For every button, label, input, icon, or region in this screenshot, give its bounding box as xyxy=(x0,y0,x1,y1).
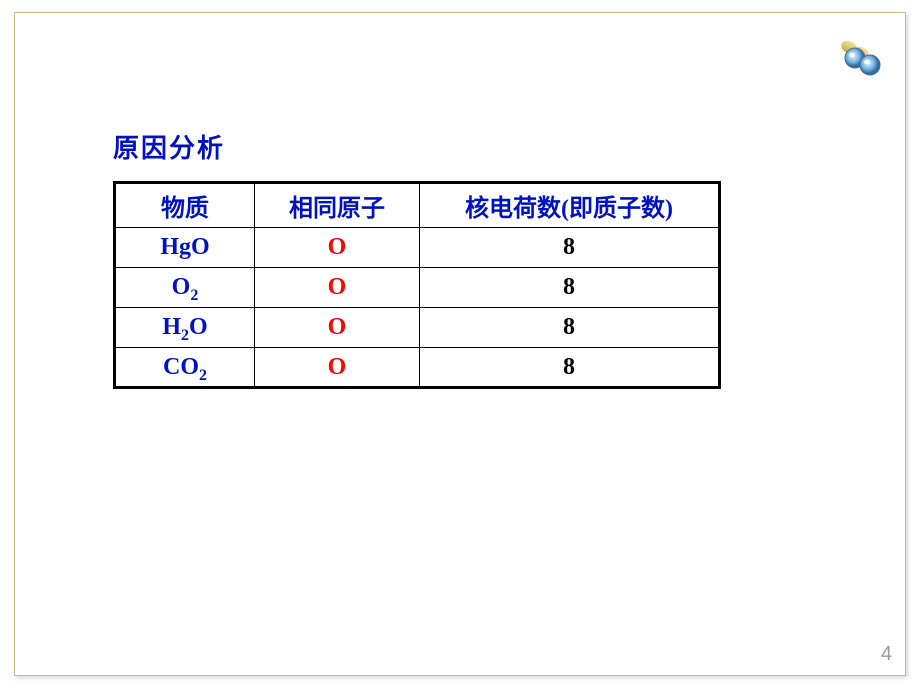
cell-charge: 8 xyxy=(420,348,720,388)
cell-atom: O xyxy=(255,228,420,268)
cell-atom: O xyxy=(255,308,420,348)
cell-charge: 8 xyxy=(420,228,720,268)
table-row: H2O O 8 xyxy=(115,308,720,348)
cell-substance: O2 xyxy=(115,268,255,308)
cell-atom: O xyxy=(255,268,420,308)
table-row: O2 O 8 xyxy=(115,268,720,308)
slide-frame: 原因分析 物质 相同原子 核电荷数(即质子数) HgO O 8 O2 O 8 H… xyxy=(14,12,906,676)
header-same-atom: 相同原子 xyxy=(255,183,420,228)
header-substance: 物质 xyxy=(115,183,255,228)
analysis-table: 物质 相同原子 核电荷数(即质子数) HgO O 8 O2 O 8 H2O O … xyxy=(113,181,721,389)
table-row: CO2 O 8 xyxy=(115,348,720,388)
cell-substance: H2O xyxy=(115,308,255,348)
table-row: HgO O 8 xyxy=(115,228,720,268)
slide-title: 原因分析 xyxy=(113,128,225,165)
cell-charge: 8 xyxy=(420,268,720,308)
page-number: 4 xyxy=(881,643,892,666)
table-header-row: 物质 相同原子 核电荷数(即质子数) xyxy=(115,183,720,228)
cell-charge: 8 xyxy=(420,308,720,348)
binoculars-icon xyxy=(835,39,883,77)
cell-substance: HgO xyxy=(115,228,255,268)
header-nuclear-charge: 核电荷数(即质子数) xyxy=(420,183,720,228)
cell-atom: O xyxy=(255,348,420,388)
cell-substance: CO2 xyxy=(115,348,255,388)
